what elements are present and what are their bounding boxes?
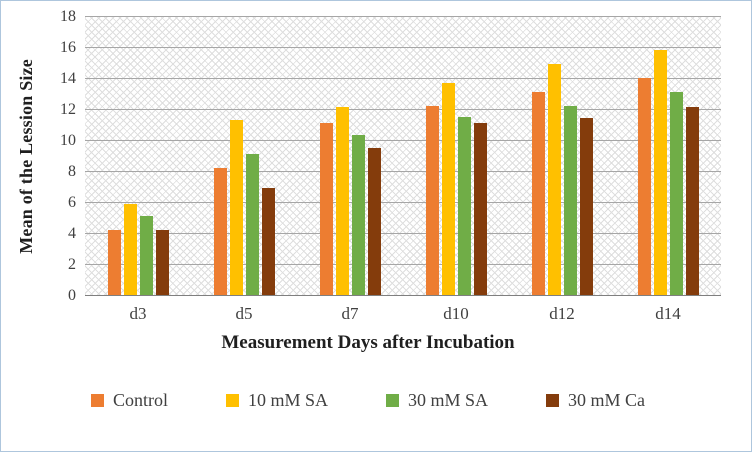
y-tick-label: 12 — [60, 101, 76, 118]
bar — [457, 116, 471, 295]
bar — [213, 167, 227, 295]
legend-item: 30 mM SA — [386, 390, 488, 411]
y-tick-label: 14 — [60, 70, 76, 87]
y-tick-label: 0 — [68, 287, 76, 304]
gridline — [85, 16, 721, 17]
bar — [441, 82, 455, 295]
legend-swatch-icon — [225, 394, 239, 407]
bar — [107, 229, 121, 295]
gridline — [85, 78, 721, 79]
legend: Control 10 mM SA 30 mM SA 30 mM Ca — [11, 390, 725, 411]
bar — [139, 215, 153, 295]
x-tick-label: d3 — [129, 304, 147, 323]
x-tick-label: d14 — [655, 304, 681, 323]
bar — [155, 229, 169, 295]
y-tick-label: 2 — [68, 256, 76, 273]
x-axis-title: Measurement Days after Incubation — [221, 332, 515, 353]
bar — [229, 119, 243, 295]
y-tick-label: 6 — [68, 194, 76, 211]
bar-group-d3 — [85, 17, 191, 295]
legend-item: 10 mM SA — [225, 390, 328, 411]
bar-group-d14 — [615, 17, 721, 295]
legend-label: 30 mM SA — [408, 390, 489, 410]
y-tick-label: 4 — [68, 225, 76, 242]
bar — [319, 122, 333, 295]
bar — [261, 188, 275, 295]
x-tick-label: d5 — [235, 304, 253, 323]
x-axis-labels: d3 d5 d7 d10 d12 d14 — [85, 296, 721, 332]
gridline — [85, 140, 721, 141]
bars-layer — [85, 17, 721, 295]
legend-label: 30 mM Ca — [568, 390, 646, 410]
y-axis-title-text: Mean of the Lession Size — [15, 59, 36, 254]
bar-group-d12 — [509, 17, 615, 295]
legend-swatch-icon — [90, 394, 104, 407]
y-tick-label: 16 — [60, 39, 76, 56]
legend-swatch-icon — [546, 394, 560, 407]
y-tick-label: 10 — [60, 132, 76, 149]
chart-plot-row: Mean of the Lession Size 0 2 4 6 8 10 12 14 16 18 — [11, 8, 725, 304]
bar — [123, 203, 137, 295]
x-tick-label: d10 — [443, 304, 469, 323]
bar — [367, 147, 381, 295]
bar — [685, 107, 699, 295]
y-axis-ticks: 0 2 4 6 8 10 12 14 16 18 — [41, 8, 85, 304]
gridline — [85, 171, 721, 172]
bar-group-d7 — [297, 17, 403, 295]
bar — [547, 64, 561, 295]
x-tick-label: d12 — [549, 304, 575, 323]
bar — [579, 118, 593, 295]
x-tick-label: d7 — [341, 304, 359, 323]
gridline — [85, 109, 721, 110]
legend-swatch-icon — [386, 394, 399, 407]
bar-group-d5 — [191, 17, 297, 295]
y-axis-title: Mean of the Lession Size — [11, 17, 41, 296]
bar — [425, 105, 439, 295]
bar-group-d10 — [403, 17, 509, 295]
bar — [335, 107, 349, 295]
y-tick-label: 18 — [60, 8, 76, 25]
legend-item: Control — [90, 390, 168, 411]
gridline — [85, 264, 721, 265]
bar — [473, 122, 487, 295]
bar — [531, 91, 545, 295]
y-tick-label: 8 — [68, 163, 76, 180]
bar — [563, 105, 577, 295]
bar — [653, 50, 667, 295]
bar — [637, 78, 651, 295]
gridline — [85, 47, 721, 48]
bar — [351, 135, 365, 295]
gridline — [85, 202, 721, 203]
gridline — [85, 233, 721, 234]
bar — [245, 153, 259, 295]
legend-label: Control — [112, 390, 168, 410]
plot-area — [85, 16, 721, 296]
bar — [669, 91, 683, 295]
legend-label: 10 mM SA — [247, 390, 328, 410]
legend-item: 30 mM Ca — [546, 390, 645, 411]
